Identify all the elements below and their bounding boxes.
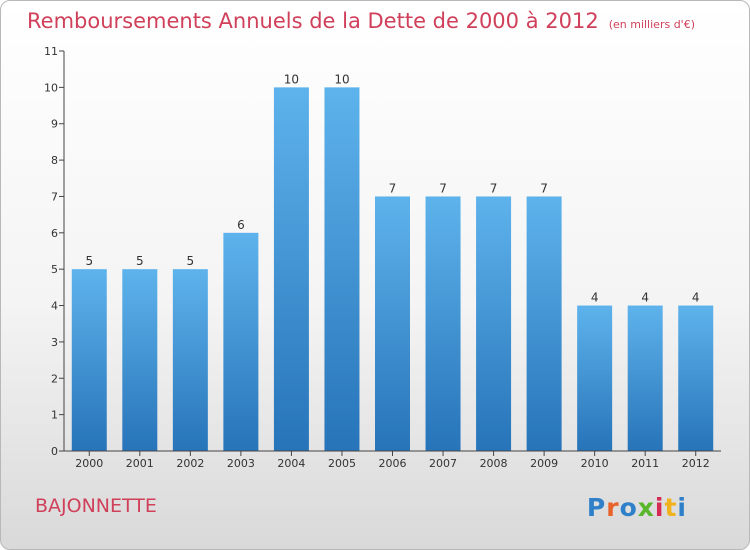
data-label: 5 (136, 254, 144, 268)
bar (375, 196, 410, 451)
y-tick-label: 11 (44, 45, 58, 58)
y-tick-label: 3 (51, 336, 58, 349)
x-tick-label: 2001 (126, 457, 154, 470)
x-tick-label: 2009 (530, 457, 558, 470)
y-tick-label: 4 (51, 300, 58, 313)
data-label: 5 (187, 254, 195, 268)
y-tick-label: 5 (51, 263, 58, 276)
x-tick-label: 2005 (328, 457, 356, 470)
x-tick-label: 2000 (75, 457, 103, 470)
bar (122, 269, 158, 451)
bar (324, 87, 360, 451)
data-label: 7 (389, 181, 397, 195)
logo-letter: r (606, 493, 620, 522)
axis-layer: 0 1 2 3 4 5 6 7 8 9 10 11 2000 2001 2002 2003 2004 2005 20… (44, 45, 721, 470)
y-tick-label: 0 (51, 445, 58, 458)
x-tick-label: 2006 (379, 457, 407, 470)
data-label: 4 (641, 291, 649, 305)
data-label: 10 (284, 72, 299, 86)
x-tick-label: 2002 (176, 457, 204, 470)
y-tick-label: 1 (51, 409, 58, 422)
data-label: 7 (540, 181, 548, 195)
chart-title: Remboursements Annuels de la Dette de 20… (27, 9, 695, 33)
y-tick-label: 2 (51, 372, 58, 385)
bar (577, 305, 613, 451)
data-label: 7 (439, 181, 447, 195)
logo-letter: t (664, 493, 678, 522)
logo-letter: o (619, 493, 638, 522)
place-name: BAJONNETTE (35, 495, 157, 517)
y-tick-label: 8 (51, 154, 58, 167)
logo-letter: x (637, 493, 655, 522)
bar (526, 196, 562, 451)
logo-letter: i (654, 493, 665, 522)
bar (627, 305, 663, 451)
chart-title-text: Remboursements Annuels de la Dette de 20… (27, 9, 599, 33)
x-tick-label: 2008 (480, 457, 508, 470)
x-tick-label: 2012 (682, 457, 710, 470)
chart-unit-label: (en milliers d'€) (608, 18, 695, 31)
proxiti-logo[interactable]: Proxiti (587, 493, 687, 522)
x-tick-label: 2003 (227, 457, 255, 470)
bar (172, 269, 208, 451)
x-tick-label: 2010 (581, 457, 609, 470)
x-tick-label: 2011 (631, 457, 659, 470)
bar (223, 232, 259, 451)
data-label: 4 (692, 291, 700, 305)
x-tick-label: 2004 (277, 457, 305, 470)
y-tick-label: 9 (51, 118, 58, 131)
y-tick-label: 6 (51, 227, 58, 240)
logo-letter: P (586, 493, 607, 522)
bar (71, 269, 107, 451)
x-tick-label: 2007 (429, 457, 457, 470)
y-tick-label: 7 (51, 190, 58, 203)
data-label: 5 (85, 254, 93, 268)
bars-layer: 5 5 5 6 10 10 7 7 7 7 4 4 4 (71, 72, 714, 451)
bar (476, 196, 512, 451)
data-label: 10 (334, 72, 349, 86)
data-label: 7 (490, 181, 498, 195)
data-label: 4 (591, 291, 599, 305)
bar (425, 196, 461, 451)
logo-letter: i (677, 493, 687, 522)
bar (678, 305, 714, 451)
bar (273, 87, 309, 451)
data-label: 6 (237, 218, 245, 232)
y-tick-label: 10 (44, 81, 58, 94)
